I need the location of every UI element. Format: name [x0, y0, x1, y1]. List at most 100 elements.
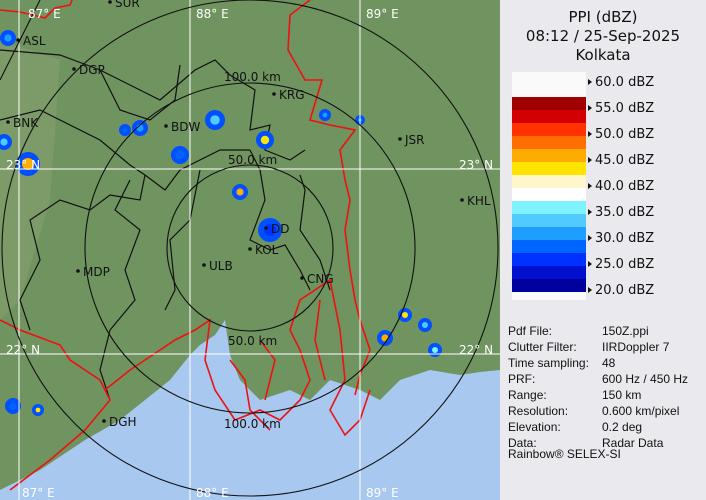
- city-label: CNG: [307, 272, 334, 286]
- info-row: PRF: 600 Hz / 450 Hz: [508, 371, 688, 387]
- lon-label-89-bottom: 89° E: [366, 486, 399, 500]
- legend-label: 25.0 dBZ: [588, 258, 654, 272]
- city-dot: [6, 120, 10, 124]
- international-border: [0, 0, 371, 491]
- legend-label: 50.0 dBZ: [588, 128, 654, 142]
- info-value: 0.2 deg: [602, 420, 643, 434]
- city-dot: [108, 0, 112, 4]
- lon-label-87: 87° E: [28, 7, 61, 21]
- legend-label: 45.0 dBZ: [588, 154, 654, 168]
- city-label: KOL: [255, 243, 279, 257]
- info-value: 48: [602, 356, 616, 370]
- range-rings: [0, 0, 499, 497]
- ring-label-50km-south: 50.0 km: [228, 334, 277, 348]
- city-dot: [72, 67, 76, 71]
- echo-core: [175, 150, 185, 160]
- city-label: ASL: [23, 34, 46, 48]
- info-row: Range: 150 km: [508, 387, 641, 403]
- info-value: 600 Hz / 450 Hz: [602, 372, 689, 386]
- echo-core: [236, 188, 244, 196]
- legend-label: 55.0 dBZ: [588, 102, 654, 116]
- legend-band: [512, 149, 586, 162]
- info-panel: PPI (dBZ) 08:12 / 25-Sep-2025 Kolkata 60…: [500, 0, 706, 500]
- city-dot: [398, 137, 402, 141]
- city-label: MDP: [83, 265, 110, 279]
- city-dot: [248, 247, 252, 251]
- echo-core: [260, 135, 270, 145]
- echo-core: [35, 407, 41, 413]
- echo-core: [22, 158, 34, 170]
- echo-core: [402, 312, 408, 318]
- city-dot: [16, 38, 20, 42]
- info-key: Clutter Filter:: [508, 340, 577, 354]
- info-value: 150 km: [602, 388, 642, 402]
- echo-core: [0, 138, 8, 146]
- legend-band: [512, 227, 586, 240]
- range-ring-100km: [84, 82, 416, 414]
- lon-label-89: 89° E: [366, 7, 399, 21]
- city-markers: SUR ASL DGP BNK BDW KRG JSR KHL DD KOL ULB CNG MDP DG…: [6, 0, 491, 429]
- city-label: DD: [271, 222, 289, 236]
- lat-label-22: 22° N: [459, 343, 493, 357]
- info-key: Resolution:: [508, 404, 569, 418]
- echo-core: [322, 112, 328, 118]
- legend-label: 20.0 dBZ: [588, 284, 654, 298]
- legend-bottom-area: [512, 292, 586, 300]
- city-label: BDW: [171, 120, 200, 134]
- info-row: Resolution: 0.600 km/pixel: [508, 403, 679, 419]
- city-label: KRG: [279, 88, 305, 102]
- city-label: SUR: [115, 0, 140, 10]
- city-dot: [102, 419, 106, 423]
- legend-band: [512, 136, 586, 149]
- city-dot: [76, 269, 80, 273]
- ring-label-100km: 100.0 km: [224, 70, 281, 84]
- legend-band: [512, 162, 586, 175]
- echo-core: [9, 402, 17, 410]
- lon-label-88-bottom: 88° E: [196, 486, 229, 500]
- info-key: PRF:: [508, 372, 536, 386]
- echo-core: [422, 322, 428, 328]
- datetime: 08:12 / 25-Sep-2025: [525, 27, 681, 45]
- info-key: Range:: [508, 388, 547, 402]
- echo-core: [4, 34, 12, 42]
- radar-map: 87° E 88° E 89° E 87° E 88° E 89° E 23° …: [0, 0, 500, 500]
- lat-label-23: 23° N: [459, 158, 493, 172]
- legend-band: [512, 214, 586, 227]
- city-dot: [164, 124, 168, 128]
- city-label: DGH: [109, 415, 137, 429]
- lat-label-23-left: 23° N: [6, 158, 40, 172]
- city-dot: [300, 276, 304, 280]
- info-row: Elevation: 0.2 deg: [508, 419, 642, 435]
- info-value: IIRDoppler 7: [602, 340, 670, 354]
- legend-label: 60.0 dBZ: [588, 76, 654, 90]
- site-name: Kolkata: [575, 46, 631, 64]
- city-label: ULB: [209, 259, 233, 273]
- city-label: DGP: [79, 63, 105, 77]
- city-label: BNK: [13, 116, 39, 130]
- legend-band: [512, 123, 586, 136]
- lat-label-22-left: 22° N: [6, 343, 40, 357]
- legend-band: [512, 188, 586, 201]
- lon-label-88: 88° E: [196, 7, 229, 21]
- echo-core: [210, 115, 220, 125]
- legend-band: [512, 201, 586, 214]
- product-title: PPI (dBZ): [568, 8, 638, 26]
- city-dot: [460, 198, 464, 202]
- info-value: Radar Data: [602, 436, 664, 450]
- echo-core: [381, 334, 389, 342]
- range-ring-150km: [1, 0, 499, 497]
- info-row: Data: Radar Data: [508, 435, 663, 451]
- lon-label-87-bottom: 87° E: [22, 486, 55, 500]
- credit: Rainbow® SELEX-SI: [508, 447, 621, 461]
- ring-edge: [0, 0, 41, 81]
- radar-echoes: [0, 30, 442, 416]
- legend-band: [512, 240, 586, 253]
- info-key: Elevation:: [508, 420, 561, 434]
- info-key: Time sampling:: [508, 356, 589, 370]
- info-row: Clutter Filter: IIRDoppler 7: [508, 339, 669, 355]
- legend-band: [512, 110, 586, 123]
- info-row: Pdf File: 150Z.ppi: [508, 323, 649, 339]
- echo-core: [122, 127, 128, 133]
- info-key: Pdf File:: [508, 324, 553, 338]
- city-label: KHL: [467, 194, 491, 208]
